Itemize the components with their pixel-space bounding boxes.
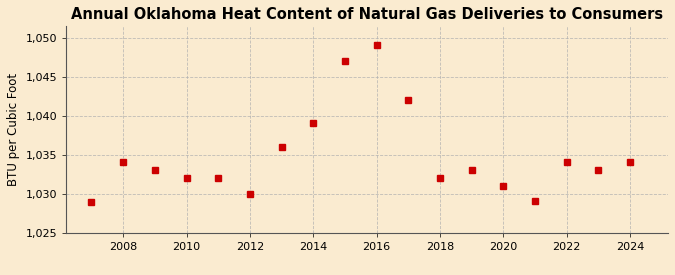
Y-axis label: BTU per Cubic Foot: BTU per Cubic Foot [7,73,20,186]
Title: Annual Oklahoma Heat Content of Natural Gas Deliveries to Consumers: Annual Oklahoma Heat Content of Natural … [71,7,663,22]
